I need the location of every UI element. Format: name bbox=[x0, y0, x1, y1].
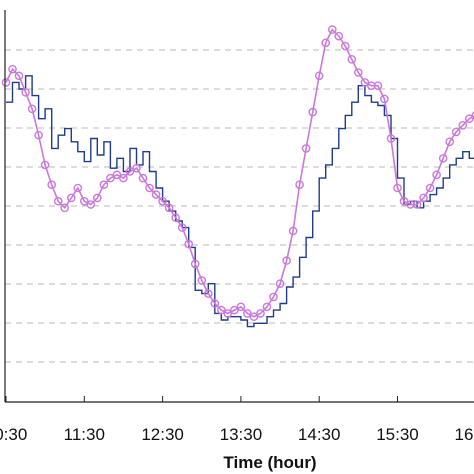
series-2-point-7 bbox=[47, 180, 57, 189]
series-2-point-42 bbox=[275, 279, 285, 289]
series-2-point-43 bbox=[282, 256, 291, 265]
x-tick-label-0: 10:30 bbox=[0, 425, 27, 444]
series-2-point-37 bbox=[243, 309, 252, 318]
series-2-point-46 bbox=[301, 144, 311, 153]
series-2-point-27 bbox=[177, 223, 187, 232]
series-2-point-70 bbox=[458, 121, 468, 130]
series-line-1 bbox=[6, 75, 474, 328]
series-2-point-36 bbox=[236, 302, 246, 312]
series-2-point-57 bbox=[373, 81, 383, 90]
series-2-point-44 bbox=[288, 226, 298, 236]
x-tick-label-3: 13:30 bbox=[220, 425, 263, 444]
series-2-point-45 bbox=[295, 180, 304, 189]
series-2-point-61 bbox=[399, 196, 409, 206]
series-2-point-51 bbox=[334, 31, 344, 41]
x-tick-label-4: 14:30 bbox=[298, 425, 341, 444]
series-2-point-26 bbox=[171, 213, 180, 222]
series-2-point-30 bbox=[197, 276, 207, 285]
series-2-point-15 bbox=[99, 180, 109, 189]
series-2-point-9 bbox=[60, 203, 69, 213]
series-2-point-14 bbox=[93, 193, 102, 203]
series-2-point-16 bbox=[106, 173, 115, 183]
series-2-point-17 bbox=[112, 170, 122, 180]
gridlines bbox=[5, 49, 474, 363]
series-2-point-71 bbox=[464, 114, 474, 123]
series-2-point-52 bbox=[340, 41, 350, 51]
series-2-point-55 bbox=[360, 78, 370, 87]
series-2-point-41 bbox=[269, 292, 278, 302]
series-2-point-32 bbox=[210, 299, 220, 308]
series-2-point-28 bbox=[184, 239, 193, 249]
series-2-point-6 bbox=[40, 160, 50, 170]
series-2-point-33 bbox=[216, 305, 226, 315]
series-2-point-39 bbox=[256, 309, 265, 318]
x-tick-label-6: 16:30 bbox=[455, 425, 474, 444]
series-2-point-11 bbox=[73, 183, 83, 193]
series-2-point-38 bbox=[249, 312, 259, 322]
series-2-point-40 bbox=[262, 302, 272, 312]
series-2-point-0 bbox=[1, 78, 11, 87]
series-2-point-3 bbox=[21, 88, 30, 97]
series-2-point-59 bbox=[386, 134, 396, 143]
series-2-point-18 bbox=[119, 173, 128, 183]
series-layer bbox=[1, 25, 474, 328]
series-2-point-24 bbox=[158, 196, 167, 206]
series-2-point-35 bbox=[230, 305, 239, 315]
series-2-point-21 bbox=[138, 173, 148, 183]
series-2-point-67 bbox=[438, 153, 448, 163]
series-2-point-29 bbox=[190, 259, 200, 269]
series-2-point-64 bbox=[419, 193, 428, 203]
series-2-point-20 bbox=[132, 163, 141, 173]
series-2-point-54 bbox=[353, 68, 363, 77]
series-2-point-49 bbox=[321, 38, 331, 48]
series-2-point-58 bbox=[380, 94, 389, 104]
series-2-point-69 bbox=[451, 127, 461, 137]
series-2-point-56 bbox=[367, 81, 376, 90]
series-2-point-31 bbox=[203, 289, 213, 298]
series-2-point-12 bbox=[80, 196, 89, 206]
series-2-point-68 bbox=[445, 137, 455, 147]
series-2-point-66 bbox=[432, 170, 441, 180]
series-2-point-60 bbox=[393, 183, 402, 193]
series-2-point-34 bbox=[223, 309, 233, 318]
series-2-point-10 bbox=[67, 193, 76, 203]
series-2-point-1 bbox=[8, 64, 17, 74]
series-2-point-65 bbox=[425, 183, 435, 193]
series-2-point-25 bbox=[164, 203, 174, 213]
x-tick-label-2: 12:30 bbox=[141, 425, 184, 444]
series-2-point-48 bbox=[314, 71, 324, 81]
series-line-2 bbox=[5, 28, 474, 318]
series-2-point-22 bbox=[145, 183, 154, 193]
series-2-point-63 bbox=[412, 200, 422, 209]
series-2-point-8 bbox=[53, 196, 63, 206]
x-tick-label-1: 11:30 bbox=[64, 425, 105, 444]
series-2-point-4 bbox=[27, 104, 37, 114]
series-2-point-53 bbox=[347, 55, 357, 64]
series-2-point-5 bbox=[34, 130, 43, 140]
series-2-point-50 bbox=[327, 25, 337, 34]
x-tick-label-5: 15:30 bbox=[376, 425, 419, 444]
x-ticks: 10:30 11:30 12:30 13:30 14:30 15:30 16:30 bbox=[0, 396, 474, 444]
axes bbox=[4, 10, 474, 403]
series-2-point-23 bbox=[151, 190, 161, 199]
x-axis-title: Time (hour) bbox=[223, 453, 316, 472]
series-2-point-47 bbox=[308, 107, 318, 117]
series-2-point-72 bbox=[471, 111, 474, 120]
series-2-point-19 bbox=[125, 167, 135, 176]
series-2-point-2 bbox=[14, 71, 24, 81]
series-2-point-13 bbox=[86, 200, 96, 209]
